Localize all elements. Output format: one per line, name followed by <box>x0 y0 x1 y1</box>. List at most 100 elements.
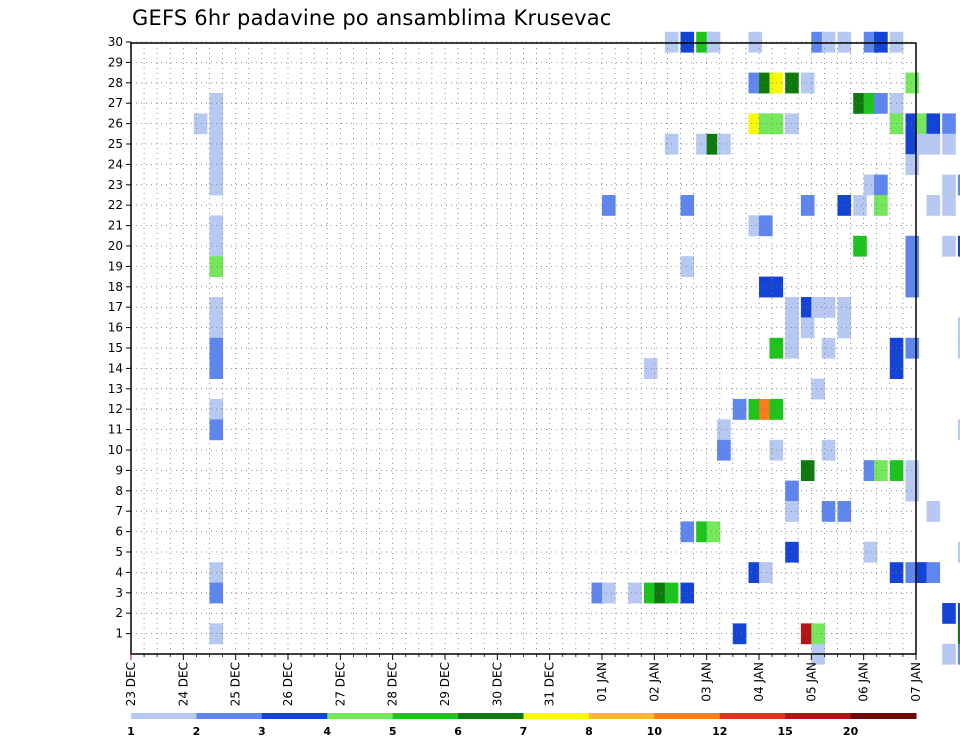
y-tick-label: 29 <box>108 55 123 69</box>
colorbar-label: 6 <box>454 725 462 738</box>
heatmap-cell <box>874 31 888 53</box>
x-tick-label: 02 JAN <box>647 662 661 702</box>
colorbar-swatch <box>588 713 655 719</box>
heatmap-cell <box>863 460 878 481</box>
colorbar-label: 1 <box>127 725 135 738</box>
y-tick-label: 9 <box>115 463 123 477</box>
y-tick-label: 17 <box>108 300 123 314</box>
x-tick-label: 06 JAN <box>857 662 871 702</box>
heatmap-cell <box>643 358 658 379</box>
colorbar-label: 8 <box>585 725 593 738</box>
y-tick-label: 8 <box>115 484 123 498</box>
y-tick-label: 5 <box>115 545 123 559</box>
x-tick-label: 01 JAN <box>595 662 609 702</box>
heatmap-cell <box>926 195 941 216</box>
x-tick-label: 05 JAN <box>804 662 818 702</box>
colorbar-swatch <box>654 713 721 719</box>
y-axis: 1234567891011121314151617181920212223242… <box>108 35 131 641</box>
heatmap-cell <box>926 113 941 135</box>
heatmap-cell <box>957 337 960 359</box>
heatmap-cell <box>942 235 956 257</box>
y-tick-label: 27 <box>108 96 123 110</box>
heatmap-cell <box>957 235 960 257</box>
y-tick-label: 16 <box>108 321 123 335</box>
x-tick-label: 26 DEC <box>281 662 295 706</box>
heatmap-cell <box>874 195 888 216</box>
heatmap-cell <box>905 235 920 257</box>
heatmap-cell <box>759 72 773 94</box>
y-tick-label: 1 <box>115 627 123 641</box>
y-tick-label: 6 <box>115 525 123 539</box>
x-tick-label: 28 DEC <box>386 662 400 706</box>
heatmap-cell <box>957 643 960 665</box>
y-tick-label: 26 <box>108 117 123 131</box>
y-tick-label: 28 <box>108 76 123 90</box>
heatmap-cell <box>696 521 710 543</box>
heatmap-cell <box>759 113 773 135</box>
heatmap-cell <box>800 297 815 318</box>
heatmap-cell <box>837 195 852 216</box>
heatmap-cell <box>628 582 642 604</box>
x-tick-label: 31 DEC <box>543 662 557 706</box>
colorbar-swatch <box>261 713 328 719</box>
colorbar-swatch <box>523 713 590 719</box>
heatmap-cell <box>800 72 815 94</box>
heatmap-cell <box>800 317 815 339</box>
heatmap-cell <box>837 501 852 522</box>
colorbar-swatch <box>392 713 459 719</box>
y-tick-label: 24 <box>108 157 123 171</box>
y-tick-label: 2 <box>115 606 123 620</box>
heatmap-cell <box>680 521 695 543</box>
heatmap-cell <box>811 31 825 53</box>
heatmap-cell <box>821 297 836 318</box>
heatmap-cell <box>905 460 920 481</box>
heatmap-cell <box>874 174 888 196</box>
y-tick-label: 19 <box>108 259 123 273</box>
y-tick-label: 14 <box>108 361 123 375</box>
y-tick-label: 10 <box>108 443 123 457</box>
heatmap-cell <box>837 297 852 318</box>
heatmap-cell <box>942 174 956 196</box>
heatmap-cell <box>706 31 721 53</box>
colorbar-swatch <box>327 713 394 719</box>
heatmap-cell <box>748 31 763 53</box>
heatmap-cell <box>853 235 867 257</box>
colorbar-label: 20 <box>843 725 859 738</box>
heatmap-cell <box>811 297 825 318</box>
y-tick-label: 30 <box>108 35 123 49</box>
heatmap-cell <box>957 603 960 624</box>
heatmap-cell <box>916 133 930 155</box>
y-tick-label: 7 <box>115 504 123 518</box>
x-tick-label: 27 DEC <box>333 662 347 706</box>
y-tick-label: 22 <box>108 198 123 212</box>
y-tick-label: 21 <box>108 219 123 233</box>
heatmap-cell <box>680 195 695 216</box>
heatmap-cell <box>957 174 960 196</box>
x-tick-label: 04 JAN <box>752 662 766 702</box>
colorbar-swatch <box>785 713 852 719</box>
heatmap-cell <box>863 31 878 53</box>
heatmap-cell <box>602 582 616 604</box>
colorbar-swatch <box>719 713 786 719</box>
heatmap-cell <box>717 439 731 461</box>
heatmap-cell <box>717 419 731 441</box>
y-tick-label: 12 <box>108 402 123 416</box>
x-tick-label: 03 JAN <box>700 662 714 702</box>
heatmap-cell <box>821 337 836 359</box>
colorbar: 1 2 3 4 5 6 7 8 10 12 15 20 <box>127 713 917 738</box>
heatmap-cell <box>874 93 888 114</box>
heatmap-cell <box>821 501 836 522</box>
heatmap-cell <box>905 480 920 502</box>
heatmap-cell <box>905 337 920 359</box>
heatmap-cell <box>748 215 763 237</box>
y-tick-label: 23 <box>108 178 123 192</box>
y-tick-label: 4 <box>115 565 123 579</box>
heatmap-cell <box>193 113 208 135</box>
heatmap-cell <box>942 195 956 216</box>
x-axis: 23 DEC 24 DEC 25 DEC 26 DEC 27 DEC 28 DEC 29 D… <box>124 654 923 706</box>
heatmap-cell <box>811 623 825 645</box>
y-tick-label: 15 <box>108 341 123 355</box>
heatmap-cell <box>863 541 878 563</box>
x-tick-label: 25 DEC <box>229 662 243 706</box>
colorbar-label: 4 <box>323 725 331 738</box>
